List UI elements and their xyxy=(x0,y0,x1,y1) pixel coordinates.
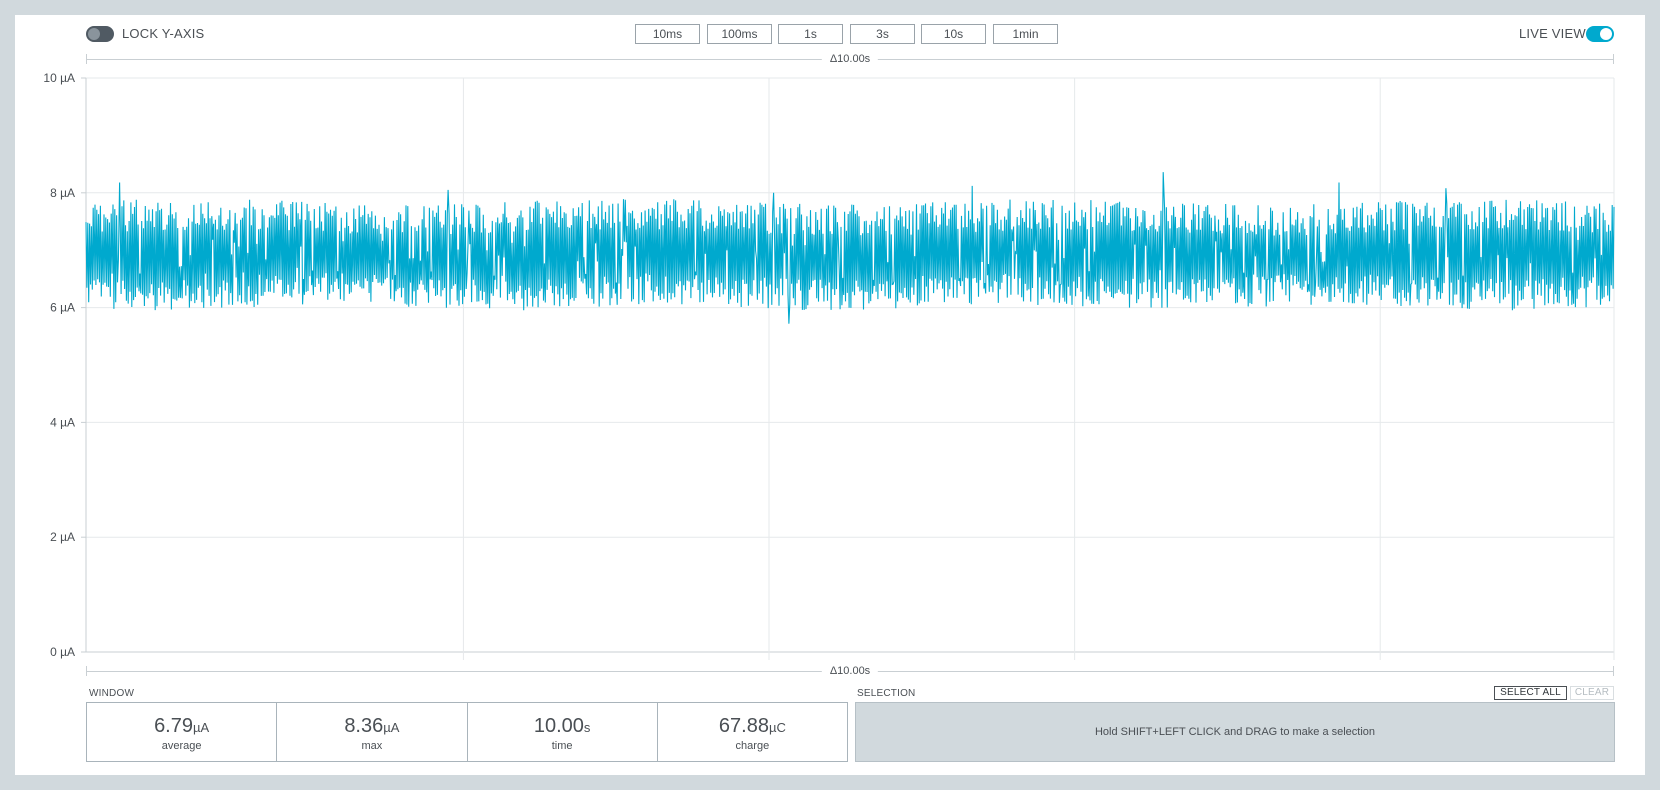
stat-unit: µC xyxy=(768,720,786,735)
live-view-label: LIVE VIEW xyxy=(1519,26,1586,41)
selection-hint: Hold SHIFT+LEFT CLICK and DRAG to make a… xyxy=(855,702,1615,762)
chart-grid xyxy=(85,77,1615,660)
window-range-label: Δ10.00s xyxy=(821,52,879,66)
stat-value: 67.88 xyxy=(718,715,769,737)
lock-y-axis-label: LOCK Y-AXIS xyxy=(122,26,205,41)
toggle-knob xyxy=(88,28,100,40)
current-trace xyxy=(85,172,1615,324)
y-tick-label: 8 µA xyxy=(50,186,75,200)
window-button-100ms[interactable]: 100ms xyxy=(707,24,772,44)
window-button-1min[interactable]: 1min xyxy=(993,24,1058,44)
stat-value: 8.36 xyxy=(344,715,384,737)
window-section-label: WINDOW xyxy=(89,688,135,699)
clear-selection-button[interactable]: CLEAR xyxy=(1570,686,1614,700)
window-button-3s[interactable]: 3s xyxy=(850,24,915,44)
selection-section-label: SELECTION xyxy=(857,688,916,699)
stat-caption: charge xyxy=(735,740,770,752)
stat-max: 8.36µA max xyxy=(277,703,468,761)
ruler-tick-left xyxy=(86,54,87,64)
stat-time: 10.00s time xyxy=(468,703,658,761)
stat-value: 6.79 xyxy=(154,715,193,737)
live-view-toggle[interactable] xyxy=(1586,26,1614,42)
current-series xyxy=(85,172,1615,324)
window-button-1s[interactable]: 1s xyxy=(778,24,843,44)
stat-unit: µA xyxy=(383,720,400,735)
y-tick-label: 2 µA xyxy=(50,530,75,544)
stat-caption: average xyxy=(161,740,202,752)
power-profiler-panel xyxy=(15,15,1645,775)
window-button-10ms[interactable]: 10ms xyxy=(635,24,700,44)
window-range-ruler-bottom: Δ10.00s xyxy=(86,664,1614,678)
y-tick-label: 6 µA xyxy=(50,301,75,315)
stat-caption: time xyxy=(551,740,573,752)
ruler-tick-left xyxy=(86,666,87,676)
ruler-tick-right xyxy=(1613,54,1614,64)
select-all-button[interactable]: SELECT ALL xyxy=(1494,686,1567,700)
window-stats: 6.79µA average 8.36µA max 10.00s time 67… xyxy=(86,702,848,762)
y-tick-label: 4 µA xyxy=(50,415,75,429)
window-range-label: Δ10.00s xyxy=(821,664,879,678)
window-range-ruler-top: Δ10.00s xyxy=(86,52,1614,66)
stat-average: 6.79µA average xyxy=(87,703,278,761)
stat-unit: µA xyxy=(193,720,210,735)
stat-value: 10.00 xyxy=(533,715,584,737)
toggle-knob xyxy=(1600,28,1612,40)
window-button-10s[interactable]: 10s xyxy=(921,24,986,44)
stat-unit: s xyxy=(583,720,591,735)
y-tick-label: 10 µA xyxy=(43,71,75,85)
stat-caption: max xyxy=(361,740,383,752)
lock-y-axis-toggle[interactable] xyxy=(86,26,114,42)
y-axis: 10 µA 8 µA 6 µA 4 µA 2 µA 0 µA xyxy=(43,71,86,659)
y-tick-label: 0 µA xyxy=(50,645,75,659)
stat-charge: 67.88µC charge xyxy=(658,703,847,761)
ruler-tick-right xyxy=(1613,666,1614,676)
